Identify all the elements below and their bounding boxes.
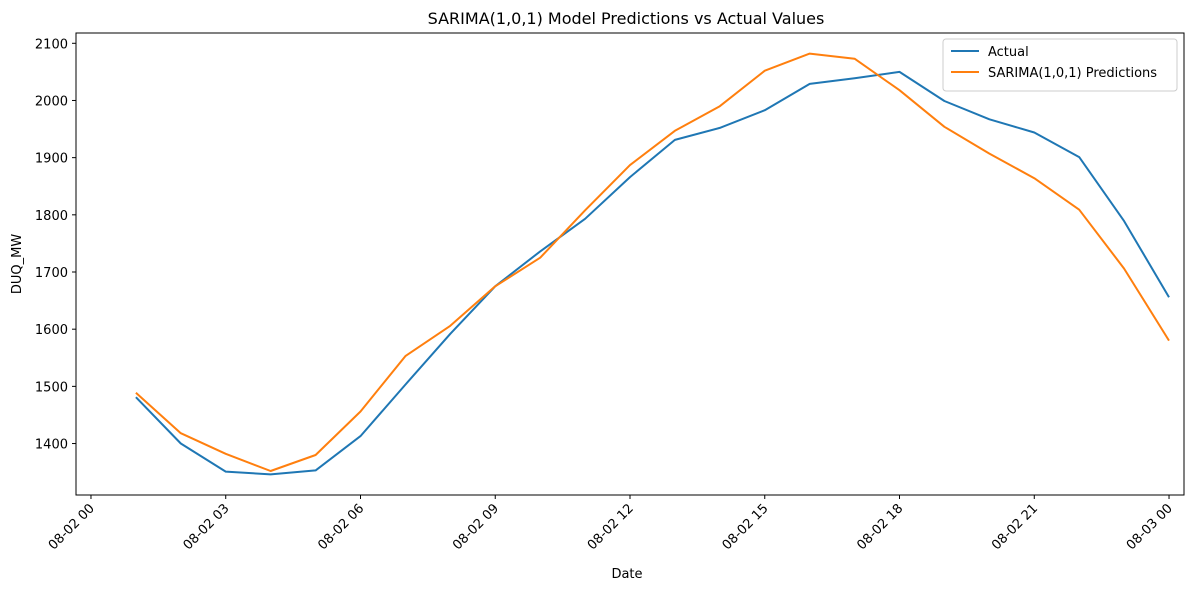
y-tick-label: 1400	[35, 438, 68, 453]
legend: Actual SARIMA(1,0,1) Predictions	[942, 38, 1178, 92]
series-line-predictions	[135, 52, 1170, 472]
series-line-actual	[135, 70, 1170, 476]
series-lines	[135, 52, 1170, 476]
plot-frame	[75, 32, 1185, 496]
y-tick-label: 1600	[35, 323, 68, 338]
y-tick-label: 2100	[35, 37, 68, 52]
y-tick-label: 1700	[35, 266, 68, 281]
legend-label-actual: Actual	[988, 45, 1029, 60]
y-tick-label: 1900	[35, 152, 68, 167]
y-axis-label: DUQ_MW	[10, 234, 25, 294]
y-tick-label: 1500	[35, 380, 68, 395]
legend-label-predictions: SARIMA(1,0,1) Predictions	[988, 66, 1157, 81]
chart-title: SARIMA(1,0,1) Model Predictions vs Actua…	[428, 9, 825, 28]
y-tick-label: 1800	[35, 209, 68, 224]
x-axis-label: Date	[611, 567, 642, 582]
y-axis: 1400 1500 1600 1700 1800 1900 2000 2100	[35, 37, 76, 453]
y-tick-label: 2000	[35, 94, 68, 109]
legend-box	[942, 38, 1178, 92]
